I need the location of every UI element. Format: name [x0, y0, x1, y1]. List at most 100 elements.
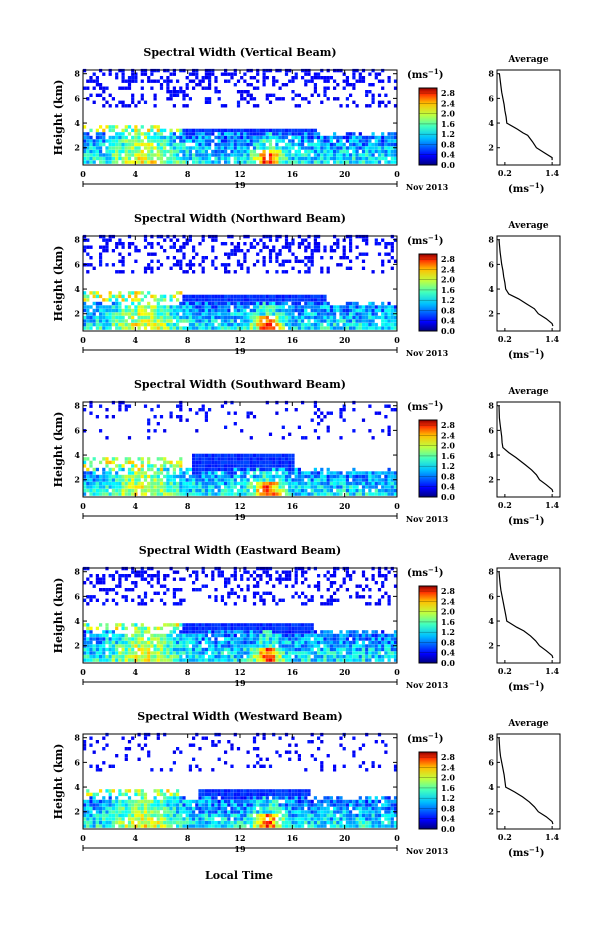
heatmap-cell — [307, 322, 311, 327]
heatmap-cell — [374, 492, 378, 496]
heatmap-cell — [278, 319, 282, 323]
heatmap-cell — [342, 146, 346, 150]
heatmap-cell — [352, 312, 356, 316]
heatmap-cell — [345, 83, 349, 87]
heatmap-cell — [345, 76, 349, 80]
heatmap-cell — [195, 488, 199, 493]
heatmap-cell — [275, 68, 279, 73]
heatmap-cell — [393, 471, 398, 475]
heatmap-cell — [179, 245, 183, 249]
heatmap-cell — [89, 481, 93, 486]
heatmap-cell — [134, 581, 138, 585]
heatmap-cell — [361, 312, 366, 316]
heatmap-cell — [345, 658, 349, 662]
heatmap-cell — [150, 464, 154, 468]
heatmap-cell — [227, 637, 231, 641]
heatmap-cell — [236, 595, 241, 599]
heatmap-cell — [118, 156, 122, 161]
heatmap-cell — [217, 644, 221, 648]
heatmap-cell — [333, 640, 337, 645]
heatmap-cell — [153, 464, 157, 468]
heatmap-cell — [224, 319, 228, 323]
heatmap-cell — [159, 651, 164, 655]
heatmap-cell — [127, 252, 132, 256]
heatmap-cell — [176, 570, 180, 574]
heatmap-cell — [83, 125, 87, 129]
heatmap-cell — [115, 570, 119, 574]
heatmap-cell — [288, 453, 292, 458]
heatmap-cell — [121, 68, 125, 73]
heatmap-cell — [150, 577, 154, 581]
heatmap-cell — [89, 630, 93, 634]
heatmap-cell — [342, 153, 346, 157]
heatmap-cell — [143, 478, 148, 482]
heatmap-cells — [83, 234, 398, 330]
heatmap-cell — [236, 301, 241, 306]
heatmap-cell — [371, 574, 375, 578]
heatmap-cell — [124, 308, 128, 313]
heatmap-cell — [323, 79, 327, 83]
heatmap-cell — [169, 623, 173, 627]
heatmap-cell — [83, 817, 87, 821]
heatmap-cell — [304, 146, 308, 150]
heatmap-cell — [217, 467, 221, 472]
heatmap-cell — [137, 457, 141, 461]
heatmap-cell — [262, 602, 266, 606]
heatmap-cell — [355, 644, 359, 648]
heatmap-cell — [86, 315, 90, 320]
heatmap-cell — [387, 488, 391, 493]
heatmap-cell — [137, 132, 141, 136]
heatmap-cell — [301, 591, 305, 595]
heatmap-cell — [150, 481, 154, 486]
heatmap-cell — [153, 637, 157, 641]
heatmap-cell — [102, 581, 106, 585]
heatmap-cell — [131, 598, 135, 602]
heatmap-cell — [275, 301, 279, 306]
heatmap-cell — [140, 574, 144, 578]
heatmap-cell — [262, 83, 266, 87]
heatmap-cell — [323, 86, 327, 90]
heatmap-cell — [185, 76, 189, 80]
heatmap-cell — [108, 104, 112, 108]
heatmap-cell — [262, 160, 266, 164]
heatmap-cell — [336, 146, 340, 150]
heatmap-cell — [127, 404, 132, 408]
heatmap-cell — [208, 139, 212, 143]
heatmap-cell — [294, 654, 298, 659]
heatmap-cell — [204, 315, 208, 320]
heatmap-cell — [102, 72, 106, 76]
heatmap-cell — [284, 298, 289, 302]
heatmap-cell — [182, 485, 186, 489]
heatmap-cell — [208, 637, 212, 641]
heatmap-cell — [342, 408, 346, 412]
heatmap-cell — [326, 640, 330, 645]
day-label: 19 — [234, 180, 246, 190]
heatmap-cell — [153, 139, 157, 143]
heatmap-cell — [272, 595, 276, 599]
heatmap-cell — [192, 658, 196, 662]
heatmap-cell — [278, 488, 282, 493]
heatmap-cell — [256, 658, 260, 662]
heatmap-cell — [246, 658, 250, 662]
heatmap-cell — [323, 637, 327, 641]
heatmap-cell — [83, 581, 87, 585]
heatmap-cell — [236, 100, 241, 104]
heatmap-cell — [208, 319, 212, 323]
heatmap-cell — [108, 93, 112, 97]
heatmap-cell — [153, 132, 157, 136]
heatmap-cell — [176, 415, 180, 419]
heatmap-cell — [188, 294, 192, 299]
heatmap-cell — [262, 79, 266, 83]
heatmap-cell — [201, 570, 205, 574]
heatmap-cell — [179, 263, 183, 267]
heatmap-cell — [172, 595, 176, 599]
heatmap-cell — [220, 633, 224, 638]
heatmap-cell — [198, 492, 202, 496]
heatmap-cell — [278, 647, 282, 652]
heatmap-cell — [143, 319, 148, 323]
heatmap-cell — [393, 308, 398, 313]
heatmap-cell — [224, 79, 228, 83]
heatmap-cell — [140, 602, 144, 606]
heatmap-cell — [233, 68, 237, 73]
heatmap-cell — [143, 654, 148, 659]
